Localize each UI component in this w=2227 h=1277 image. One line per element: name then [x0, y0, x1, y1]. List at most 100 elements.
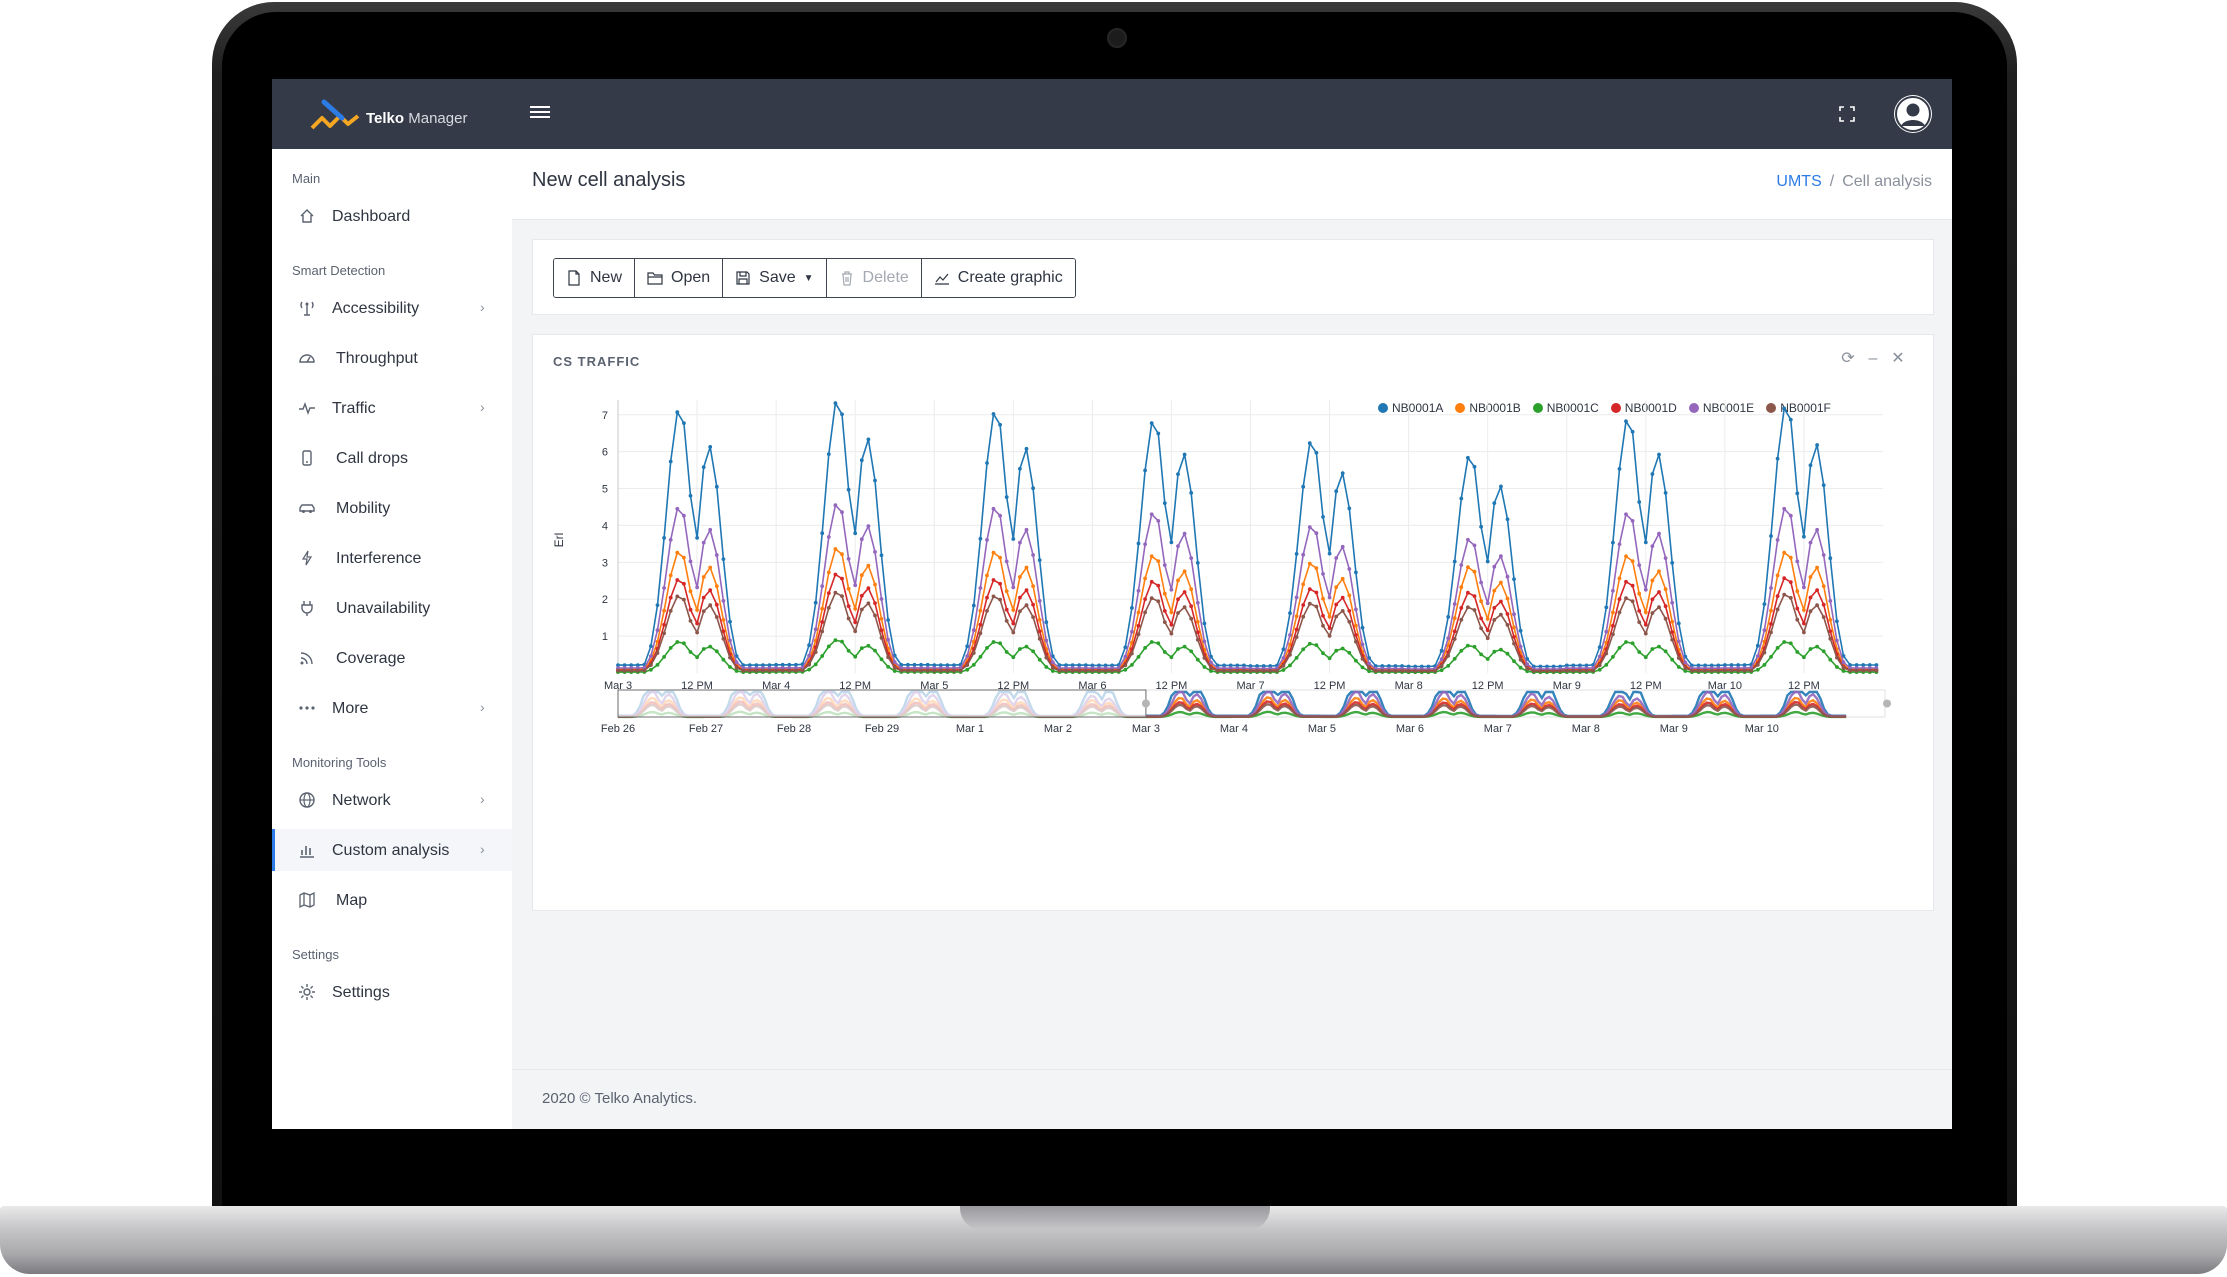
- data-point-nb0001d: [1795, 606, 1800, 611]
- data-point-nb0001f: [1103, 668, 1108, 673]
- new-button[interactable]: New: [554, 259, 636, 297]
- data-point-nb0001e: [1136, 588, 1141, 593]
- data-point-nb0001f: [1703, 668, 1707, 673]
- data-point-nb0001e: [978, 586, 983, 590]
- sidebar-item-network[interactable]: Network ›: [272, 779, 512, 821]
- data-point-nb0001f: [1578, 668, 1582, 673]
- legend-item-nb0001b[interactable]: NB0001B: [1455, 401, 1521, 415]
- data-point-nb0001a: [813, 600, 818, 605]
- data-point-nb0001d: [1459, 606, 1464, 610]
- data-point-nb0001a: [1400, 664, 1404, 668]
- data-point-nb0001b: [695, 608, 699, 612]
- data-point-nb0001e: [1604, 629, 1609, 634]
- data-point-nb0001e: [965, 654, 970, 658]
- data-point-nb0001a: [826, 452, 831, 456]
- data-point-nb0001e: [655, 628, 660, 633]
- cs-traffic-chart[interactable]: 1 2 3 4 5 6 7 Mar 3 12 PM Mar 4 12 PM Mar 5 12 PM Mar…: [533, 335, 1933, 910]
- create-graphic-button[interactable]: Create graphic: [921, 259, 1075, 297]
- data-point-nb0001b: [1189, 587, 1194, 592]
- data-point-nb0001f: [1110, 668, 1114, 673]
- x-tick-label: Mar 7: [1236, 680, 1264, 692]
- data-point-nb0001c: [826, 644, 831, 649]
- save-button[interactable]: Save ▼: [723, 259, 827, 297]
- brand-name: Telko Manager: [366, 109, 468, 127]
- data-point-nb0001e: [728, 638, 732, 643]
- sidebar-item-settings[interactable]: Settings: [272, 971, 512, 1013]
- menu-toggle-button[interactable]: [528, 103, 552, 125]
- data-point-nb0001e: [1130, 629, 1134, 634]
- data-point-nb0001b: [833, 547, 838, 551]
- legend-item-nb0001f[interactable]: NB0001F: [1766, 401, 1831, 415]
- sidebar-item-map[interactable]: Map: [272, 879, 512, 921]
- data-point-nb0001e: [853, 583, 858, 588]
- data-point-nb0001f: [1564, 668, 1569, 673]
- sidebar-item-throughput[interactable]: Throughput: [272, 337, 512, 379]
- data-point-nb0001f: [1643, 631, 1648, 636]
- data-point-nb0001f: [747, 668, 752, 673]
- legend-item-nb0001c[interactable]: NB0001C: [1532, 401, 1599, 415]
- sidebar-item-dashboard[interactable]: Dashboard: [272, 195, 512, 237]
- data-point-nb0001a: [1090, 663, 1095, 668]
- data-point-nb0001e: [1156, 519, 1161, 523]
- data-point-nb0001d: [1037, 629, 1042, 634]
- data-point-nb0001e: [1334, 556, 1339, 560]
- data-point-nb0001f: [622, 668, 627, 673]
- data-point-nb0001b: [1446, 643, 1451, 648]
- data-point-nb0001c: [721, 657, 726, 662]
- data-point-nb0001a: [879, 553, 884, 558]
- data-point-nb0001f: [1835, 655, 1839, 660]
- sidebar-item-call-drops[interactable]: Call drops: [272, 437, 512, 479]
- data-point-nb0001e: [629, 666, 634, 670]
- data-point-nb0001d: [1176, 597, 1180, 602]
- create-graphic-button-label: Create graphic: [957, 269, 1063, 286]
- data-point-nb0001a: [1479, 524, 1483, 529]
- legend-item-nb0001a[interactable]: NB0001A: [1378, 401, 1443, 415]
- legend-item-nb0001e[interactable]: NB0001E: [1688, 401, 1754, 415]
- data-point-nb0001d: [1802, 621, 1806, 626]
- data-point-nb0001d: [853, 620, 858, 625]
- sidebar-item-label: Traffic: [332, 400, 376, 417]
- data-point-nb0001f: [655, 651, 660, 655]
- sidebar-item-more[interactable]: More ›: [272, 687, 512, 729]
- sidebar-item-unavailability[interactable]: Unavailability: [272, 587, 512, 629]
- data-point-nb0001b: [1004, 589, 1009, 594]
- data-point-nb0001f: [721, 636, 726, 641]
- data-point-nb0001b: [1334, 585, 1339, 590]
- fullscreen-icon[interactable]: [1838, 105, 1856, 123]
- data-point-nb0001f: [1070, 668, 1075, 673]
- sidebar-item-mobility[interactable]: Mobility: [272, 487, 512, 529]
- data-point-nb0001d: [991, 578, 996, 582]
- close-icon[interactable]: ✕: [1891, 350, 1905, 367]
- data-point-nb0001e: [1663, 556, 1668, 560]
- sidebar-item-coverage[interactable]: Coverage: [272, 637, 512, 679]
- data-point-nb0001f: [1650, 611, 1655, 615]
- data-point-nb0001c: [1314, 643, 1319, 647]
- legend-item-nb0001d[interactable]: NB0001D: [1610, 401, 1677, 415]
- data-point-nb0001f: [708, 603, 713, 608]
- sidebar-item-interference[interactable]: Interference: [272, 537, 512, 579]
- breadcrumb-link-umts[interactable]: UMTS: [1776, 173, 1822, 190]
- sidebar-item-custom-analysis[interactable]: Custom analysis ›: [272, 829, 515, 871]
- data-point-nb0001f: [649, 663, 653, 667]
- data-point-nb0001c: [1802, 655, 1806, 660]
- data-point-nb0001a: [991, 412, 996, 416]
- minimize-icon[interactable]: –: [1868, 350, 1878, 367]
- data-point-nb0001a: [1321, 515, 1325, 519]
- data-point-nb0001f: [1446, 654, 1451, 658]
- user-avatar[interactable]: [1894, 95, 1932, 133]
- data-point-nb0001c: [1024, 644, 1029, 649]
- refresh-icon[interactable]: ⟳: [1841, 350, 1855, 367]
- data-point-nb0001a: [866, 437, 871, 442]
- data-point-nb0001b: [1031, 584, 1035, 588]
- brand[interactable]: Telko Manager: [310, 97, 467, 131]
- sidebar-item-accessibility[interactable]: Accessibility ›: [272, 287, 512, 329]
- data-point-nb0001f: [1808, 609, 1813, 614]
- sidebar-item-traffic[interactable]: Traffic ›: [272, 387, 512, 429]
- navigator-tick-label: Mar 3: [1132, 723, 1160, 735]
- data-point-nb0001f: [1723, 668, 1727, 673]
- data-point-nb0001f: [1136, 632, 1141, 637]
- delete-button[interactable]: Delete: [826, 259, 922, 297]
- open-button[interactable]: Open: [635, 259, 724, 297]
- data-point-nb0001e: [932, 666, 937, 670]
- data-point-nb0001e: [1762, 628, 1767, 633]
